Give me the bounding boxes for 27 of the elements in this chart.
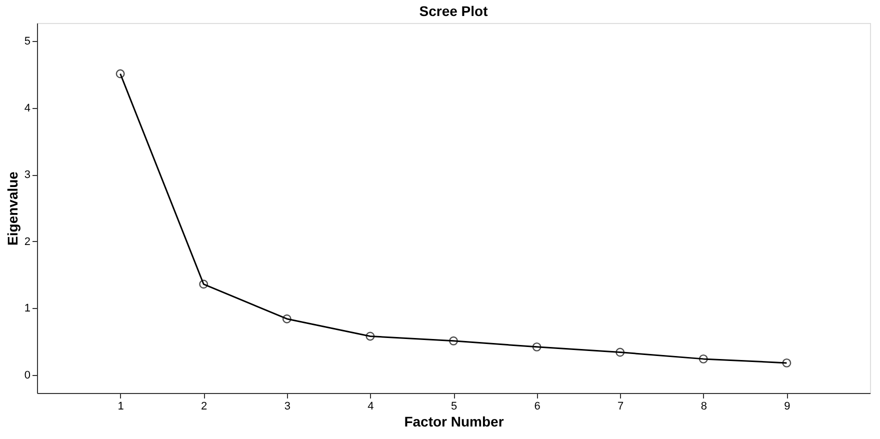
x-tick-label: 7 [618, 400, 624, 412]
point [366, 332, 375, 341]
y-axis-title: Eigenvalue [4, 171, 20, 246]
x-tick-label: 6 [534, 400, 540, 412]
x-tick-label: 4 [368, 400, 374, 412]
point [116, 69, 125, 78]
x-tick-label: 8 [700, 400, 707, 412]
y-tick-label: 2 [24, 236, 30, 248]
point [449, 336, 458, 346]
point [282, 314, 292, 324]
x-tick-label: 3 [284, 400, 290, 412]
point [199, 280, 208, 289]
x-tick-label: 1 [118, 400, 124, 412]
point [532, 342, 542, 352]
x-tick-label: 9 [784, 400, 790, 412]
x-tick-label: 2 [201, 400, 208, 412]
point [782, 358, 792, 368]
x-axis-title: Factor Number [404, 414, 504, 430]
y-tick-label: 5 [24, 36, 30, 48]
point [698, 354, 708, 364]
point [616, 348, 625, 357]
y-tick-label: 0 [24, 369, 30, 382]
x-tick-label: 5 [450, 400, 458, 412]
y-tick-label: 3 [24, 169, 30, 182]
y-tick-label: 1 [24, 302, 30, 315]
y-tick-label: 4 [24, 102, 30, 114]
chart-title: Scree Plot [419, 3, 488, 19]
